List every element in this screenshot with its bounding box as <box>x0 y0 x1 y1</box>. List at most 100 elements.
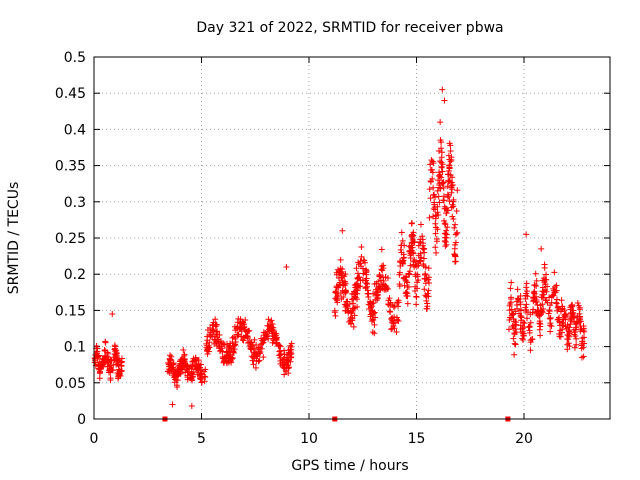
data-point <box>430 192 437 199</box>
data-point <box>403 292 410 299</box>
data-point <box>341 301 348 308</box>
data-point <box>388 326 395 333</box>
data-point <box>337 290 344 297</box>
data-point <box>245 339 252 346</box>
data-point <box>554 316 561 323</box>
data-point <box>397 246 404 253</box>
data-point <box>442 239 449 246</box>
data-point <box>214 328 221 335</box>
data-point <box>275 342 282 349</box>
data-point <box>572 332 579 339</box>
data-point <box>539 277 546 284</box>
data-point <box>541 261 548 268</box>
data-point <box>250 361 257 368</box>
data-point <box>391 303 398 310</box>
data-point <box>91 359 98 366</box>
data-points <box>91 86 588 409</box>
data-point <box>436 158 443 165</box>
data-point <box>398 242 405 249</box>
data-point <box>373 292 380 299</box>
data-point <box>188 369 195 376</box>
data-point <box>446 162 453 169</box>
data-point <box>171 374 178 381</box>
data-point <box>114 355 121 362</box>
x-tick-label: 10 <box>300 431 318 447</box>
data-point <box>198 379 205 386</box>
data-point <box>451 241 458 248</box>
data-point <box>439 179 446 186</box>
data-point <box>547 314 554 321</box>
data-point <box>362 285 369 292</box>
data-point <box>518 314 525 321</box>
data-point <box>260 332 267 339</box>
data-point <box>244 333 251 340</box>
data-point <box>263 333 270 340</box>
data-point <box>350 323 357 330</box>
data-point <box>251 355 258 362</box>
data-point <box>415 260 422 267</box>
data-point <box>432 230 439 237</box>
data-point <box>334 299 341 306</box>
data-point <box>443 227 450 234</box>
data-point <box>230 348 237 355</box>
data-point <box>100 363 107 370</box>
data-point <box>350 305 357 312</box>
data-point <box>452 231 459 238</box>
data-point <box>238 325 245 332</box>
data-point <box>507 301 514 308</box>
data-point <box>441 203 448 210</box>
data-point <box>241 334 248 341</box>
data-point <box>439 168 446 175</box>
data-point <box>445 193 452 200</box>
data-point <box>435 177 442 184</box>
data-point <box>426 214 433 221</box>
data-point <box>446 198 453 205</box>
data-point <box>561 312 568 319</box>
data-point <box>109 311 116 318</box>
data-point <box>261 336 268 343</box>
data-point <box>441 97 448 104</box>
data-point <box>568 303 575 310</box>
data-point <box>396 269 403 276</box>
data-point <box>354 270 361 277</box>
data-point <box>559 320 566 327</box>
data-point <box>404 283 411 290</box>
data-point <box>571 344 578 351</box>
data-point <box>332 288 339 295</box>
data-point <box>268 317 275 324</box>
data-point <box>426 186 433 193</box>
plot-frame <box>93 56 611 420</box>
data-point <box>280 356 287 363</box>
data-point <box>449 201 456 208</box>
data-point <box>258 341 265 348</box>
data-point <box>284 362 291 369</box>
data-point <box>520 319 527 326</box>
data-point <box>523 280 530 287</box>
data-point <box>436 199 443 206</box>
data-point <box>430 184 437 191</box>
data-point <box>382 285 389 292</box>
data-point <box>508 279 515 286</box>
data-point <box>255 344 262 351</box>
data-point <box>374 289 381 296</box>
data-point <box>210 328 217 335</box>
data-point <box>287 342 294 349</box>
data-point <box>562 312 569 319</box>
data-point <box>411 263 418 270</box>
data-point <box>580 353 587 360</box>
data-point <box>243 328 250 335</box>
data-point <box>432 213 439 219</box>
data-point <box>438 164 445 171</box>
data-point <box>94 345 101 352</box>
data-point <box>364 283 371 290</box>
data-point <box>523 290 530 297</box>
data-point <box>580 344 587 351</box>
data-point <box>451 224 458 231</box>
data-point <box>548 323 555 330</box>
data-point <box>444 171 451 178</box>
data-point <box>428 157 435 164</box>
data-point <box>336 269 343 276</box>
data-point <box>527 337 534 344</box>
data-point <box>413 301 420 308</box>
data-point <box>417 250 424 257</box>
